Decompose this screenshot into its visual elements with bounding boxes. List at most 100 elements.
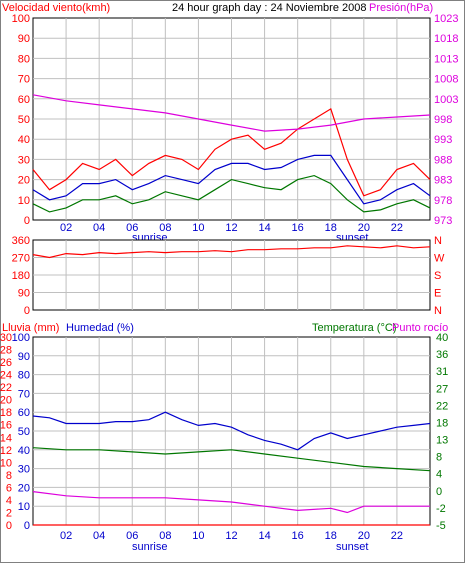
rain-tick: 20: [0, 395, 12, 407]
wind-gust-line: [32, 107, 431, 197]
top-left-axis-label: Velocidad viento(kmh): [2, 2, 110, 14]
x-tick-label: 10: [192, 222, 204, 234]
pressure-tick: 988: [434, 154, 452, 166]
humidity-tick: 50: [18, 426, 30, 438]
sunset-label-bottom: sunset: [336, 541, 368, 553]
compass-tick: N: [434, 235, 442, 247]
wind-speed-tick: 40: [18, 134, 30, 146]
wind-speed-tick: 0: [24, 215, 30, 227]
pressure-tick: 978: [434, 195, 452, 207]
bottom-x-ticks: 02 04 06 08 10 12 14 16 18 20 22: [60, 530, 403, 542]
humidity-tick: 40: [18, 445, 30, 457]
sunrise-label-bottom: sunrise: [132, 541, 167, 553]
humidity-tick: 80: [18, 370, 30, 382]
bottom-series: [32, 411, 431, 526]
x-tick-label: 06: [126, 530, 138, 542]
humidity-tick: 30: [18, 464, 30, 476]
rain-tick: 30: [0, 332, 12, 344]
humidity-tick: 20: [18, 482, 30, 494]
wind-speed-tick: 50: [18, 114, 30, 126]
pressure-tick: 973: [434, 215, 452, 227]
pressure-tick: 993: [434, 134, 452, 146]
chart-title: 24 hour graph day : 24 Noviembre 2008: [172, 2, 366, 14]
wind-speed-tick: 60: [18, 94, 30, 106]
dewpoint-line: [32, 491, 430, 514]
rain-tick: 2: [6, 507, 12, 519]
x-tick-label: 06: [126, 222, 138, 234]
x-tick-label: 08: [159, 530, 171, 542]
humidity-tick: 70: [18, 388, 30, 400]
rain-tick: 14: [0, 432, 12, 444]
bottom-grid: [33, 337, 430, 525]
rain-tick: 26: [0, 357, 12, 369]
wind-speed-tick: 90: [18, 33, 30, 45]
pressure-tick: 1003: [434, 94, 458, 106]
compass-tick: W: [434, 253, 445, 265]
pressure-tick: 983: [434, 175, 452, 187]
rain-tick: 22: [0, 382, 12, 394]
rain-tick: 12: [0, 445, 12, 457]
x-tick-label: 16: [292, 530, 304, 542]
x-tick-label: 04: [93, 530, 105, 542]
humidity-tick: 0: [24, 520, 30, 532]
mid-left-ticks: 0 90 180 270 360: [12, 235, 30, 317]
temperature-line: [32, 447, 431, 472]
temperature-axis-label: Temperatura (°C): [312, 322, 396, 334]
humidity-tick: 100: [12, 332, 30, 344]
temperature-tick: 22: [436, 400, 448, 412]
x-tick-label: 12: [225, 222, 237, 234]
pressure-tick: 1018: [434, 33, 458, 45]
compass-tick: E: [434, 288, 441, 300]
top-left-ticks: 0 10 20 30 40 50 60 70 80 90 100: [12, 13, 30, 227]
x-tick-label: 02: [60, 222, 72, 234]
compass-tick: N: [434, 305, 442, 317]
top-x-ticks: 02 04 06 08 10 12 14 16 18 20 22: [60, 222, 403, 234]
wind-speed-tick: 20: [18, 175, 30, 187]
top-right-ticks: 973 978 983 988 993 998 1003 1008 1013 1018 1023: [434, 13, 458, 227]
rain-tick: 4: [6, 495, 12, 507]
top-right-axis-label: Presión(hPa): [369, 2, 433, 14]
top-series: [32, 94, 431, 213]
rain-tick: 18: [0, 407, 12, 419]
humidity-axis-label: Humedad (%): [66, 322, 134, 334]
temperature-ticks: -5 -2 0 4 8 13 18 22 27 31 36 40: [436, 332, 448, 532]
x-tick-label: 10: [192, 530, 204, 542]
temperature-tick: 27: [436, 383, 448, 395]
humidity-line: [32, 411, 431, 451]
mid-series: [32, 245, 431, 259]
mid-grid: [33, 240, 430, 310]
x-tick-label: 16: [292, 222, 304, 234]
wind-speed-tick: 100: [12, 13, 30, 25]
pressure-tick: 998: [434, 114, 452, 126]
pressure-tick: 1023: [434, 13, 458, 25]
x-tick-label: 18: [325, 222, 337, 234]
humidity-tick: 10: [18, 501, 30, 513]
wind-speed-tick: 10: [18, 195, 30, 207]
rain-axis-label: Lluvia (mm): [2, 322, 59, 334]
temperature-tick: 40: [436, 332, 448, 344]
temperature-tick: 0: [436, 486, 442, 498]
x-tick-label: 22: [391, 222, 403, 234]
humidity-ticks: 0 10 20 30 40 50 60 70 80 90 100: [12, 332, 30, 532]
direction-tick: 360: [12, 235, 30, 247]
direction-tick: 90: [18, 288, 30, 300]
temperature-tick: 36: [436, 349, 448, 361]
x-tick-label: 20: [358, 222, 370, 234]
pressure-tick: 1008: [434, 74, 458, 86]
rain-tick: 24: [0, 370, 12, 382]
pressure-line: [32, 94, 431, 132]
rain-tick: 6: [6, 482, 12, 494]
x-tick-label: 20: [358, 530, 370, 542]
pressure-tick: 1013: [434, 53, 458, 65]
temperature-tick: 31: [436, 366, 448, 378]
wind-speed-tick: 70: [18, 74, 30, 86]
humidity-tick: 60: [18, 407, 30, 419]
x-tick-label: 22: [391, 530, 403, 542]
direction-tick: 0: [24, 305, 30, 317]
wind-direction-line: [32, 245, 431, 259]
rain-tick: 16: [0, 420, 12, 432]
x-tick-label: 14: [258, 222, 270, 234]
